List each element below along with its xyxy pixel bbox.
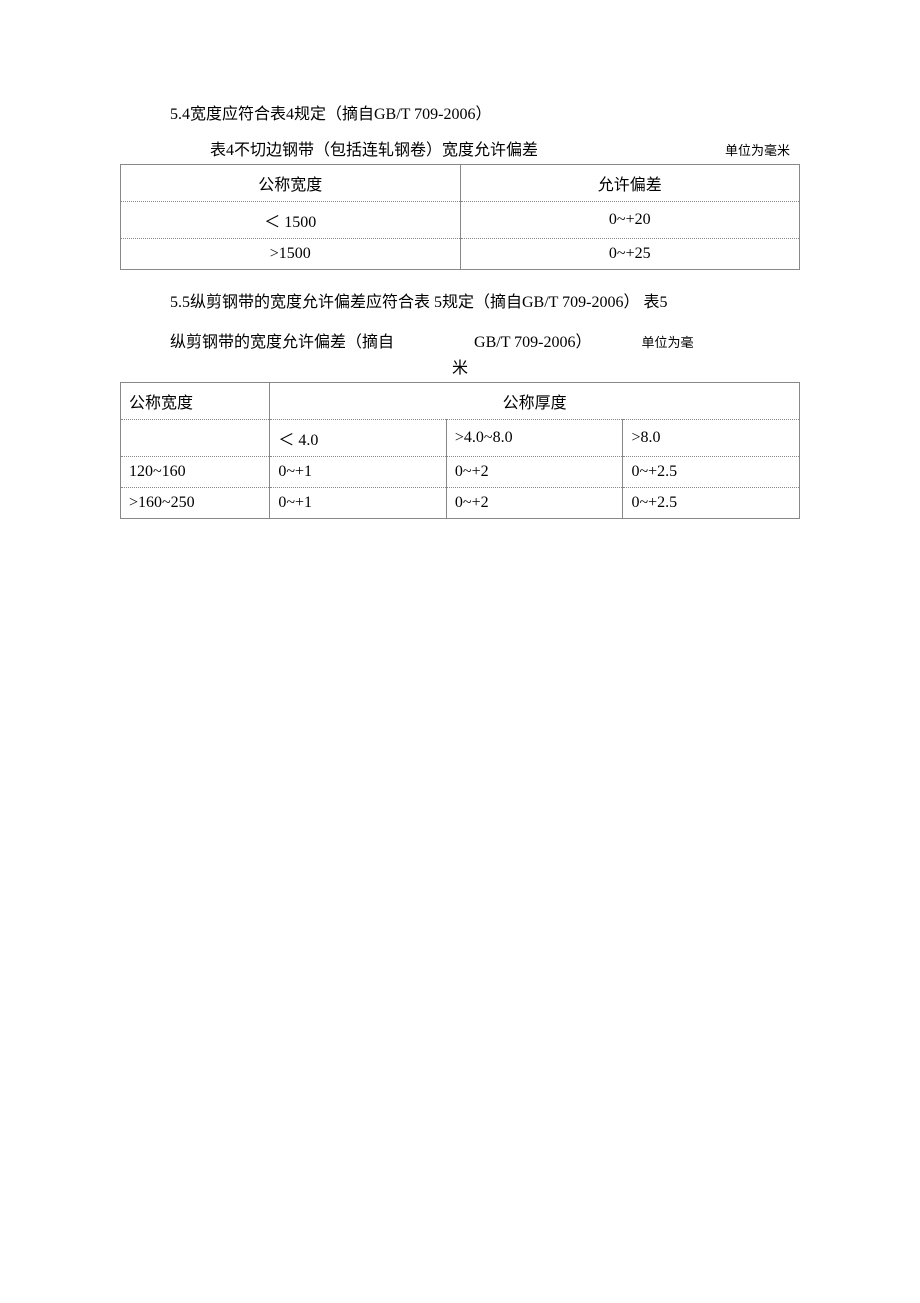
table5-cell: 120~160 xyxy=(121,457,270,488)
table5-caption-row: 纵剪钢带的宽度允许偏差（摘自 GB/T 709-2006） 单位为毫 xyxy=(120,328,800,352)
section-5-5-intro: 5.5纵剪钢带的宽度允许偏差应符合表 5规定（摘自GB/T 709-2006） … xyxy=(120,288,800,318)
table5-header-colspan: 公称厚度 xyxy=(270,383,800,420)
table5-cell: >160~250 xyxy=(121,488,270,519)
table5-cell: 0~+1 xyxy=(270,457,447,488)
table-row: 120~160 0~+1 0~+2 0~+2.5 xyxy=(121,457,800,488)
table-row: >1500 0~+25 xyxy=(121,239,800,270)
table5-header-row-1: 公称宽度 公称厚度 xyxy=(121,383,800,420)
table4-cell: >1500 xyxy=(121,239,461,270)
table4-cell: 0~+25 xyxy=(460,239,800,270)
table5-caption-unit: 单位为毫 xyxy=(642,332,694,351)
table5-subheader: >4.0~8.0 xyxy=(446,420,623,457)
table5-caption-main: 纵剪钢带的宽度允许偏差（摘自 xyxy=(170,328,394,352)
table4-caption-row: 表4不切边钢带（包括连轧钢卷）宽度允许偏差 单位为毫米 xyxy=(120,136,800,160)
table5-cell: 0~+2.5 xyxy=(623,457,800,488)
table5-empty-header xyxy=(121,420,270,457)
table4-unit: 单位为毫米 xyxy=(725,140,800,159)
table-row: ＜ 1500 0~+20 xyxy=(121,202,800,239)
table4-caption: 表4不切边钢带（包括连轧钢卷）宽度允许偏差 xyxy=(120,136,538,160)
table5-caption-mi: 米 xyxy=(120,354,800,378)
table5-cell: 0~+1 xyxy=(270,488,447,519)
table5-header-col1: 公称宽度 xyxy=(121,383,270,420)
table5: 公称宽度 公称厚度 ＜ 4.0 >4.0~8.0 >8.0 120~160 0~… xyxy=(120,382,800,519)
table5-cell: 0~+2 xyxy=(446,457,623,488)
table5-subheader: >8.0 xyxy=(623,420,800,457)
table4-cell: ＜ 1500 xyxy=(121,202,461,239)
table4-header-row: 公称宽度 允许偏差 xyxy=(121,165,800,202)
table4-cell: 0~+20 xyxy=(460,202,800,239)
table4-col-header: 允许偏差 xyxy=(460,165,800,202)
table5-caption-gb: GB/T 709-2006） xyxy=(474,328,592,352)
table5-header-row-2: ＜ 4.0 >4.0~8.0 >8.0 xyxy=(121,420,800,457)
table5-cell: 0~+2.5 xyxy=(623,488,800,519)
table-row: >160~250 0~+1 0~+2 0~+2.5 xyxy=(121,488,800,519)
table5-subheader: ＜ 4.0 xyxy=(270,420,447,457)
table4-col-header: 公称宽度 xyxy=(121,165,461,202)
section-5-4-intro: 5.4宽度应符合表4规定（摘自GB/T 709-2006） xyxy=(120,100,800,124)
table5-cell: 0~+2 xyxy=(446,488,623,519)
table4: 公称宽度 允许偏差 ＜ 1500 0~+20 >1500 0~+25 xyxy=(120,164,800,270)
